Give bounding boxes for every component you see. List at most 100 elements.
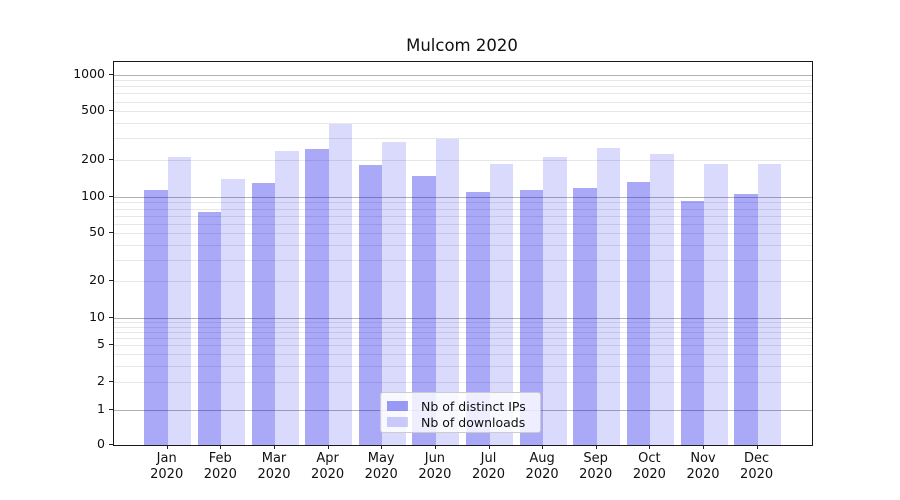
gridline-minor [114, 244, 812, 246]
y-tick-label: 1 [97, 400, 105, 416]
gridline-minor [114, 382, 812, 383]
x-tick-label: Aug 2020 [525, 451, 559, 482]
gridline-major [114, 317, 812, 319]
x-tick-label: Jun 2020 [418, 451, 452, 482]
y-tick-mark [109, 110, 113, 112]
y-tick-label: 100 [81, 187, 105, 203]
y-tick-mark [109, 232, 113, 234]
y-tick-mark [109, 159, 113, 160]
y-tick-mark [109, 316, 113, 318]
bar-distinct-ips-dec [734, 193, 758, 445]
x-tick-mark [595, 445, 597, 449]
x-tick-mark [220, 445, 222, 449]
bar-distinct-ips-sep [573, 188, 597, 445]
legend-row-downloads: Nb of downloads [387, 414, 532, 430]
x-tick-mark [274, 445, 275, 449]
legend-swatch-downloads [387, 417, 408, 427]
x-tick-label: Apr 2020 [311, 451, 345, 482]
bar-distinct-ips-apr [305, 148, 329, 445]
gridline-minor [114, 332, 812, 333]
gridline-minor [114, 138, 812, 140]
y-tick-label: 500 [81, 102, 105, 118]
bar-downloads-may [382, 141, 406, 445]
gridline-minor [114, 123, 812, 125]
x-tick-mark [434, 445, 436, 449]
gridline-minor [114, 345, 812, 347]
x-tick-label: Mar 2020 [257, 451, 291, 482]
x-tick-mark [703, 445, 704, 449]
gridline-minor [114, 321, 812, 323]
x-tick-mark [166, 445, 168, 449]
y-tick-mark [109, 408, 113, 410]
plot-area [113, 61, 813, 446]
y-tick-label: 200 [81, 151, 105, 166]
y-tick-mark [109, 381, 113, 382]
y-tick-label: 5 [97, 336, 105, 352]
gridline-minor [114, 202, 812, 204]
bar-downloads-sep [596, 148, 621, 445]
gridline-major [114, 196, 812, 198]
y-tick-label: 10 [89, 308, 105, 324]
legend-swatch-distinct-ips [387, 401, 408, 411]
bar-distinct-ips-jan [144, 190, 168, 445]
y-tick-label: 1000 [73, 65, 105, 81]
gridline-minor [114, 260, 812, 261]
bar-downloads-dec [757, 163, 782, 445]
bar-downloads-apr [328, 123, 353, 445]
bar-downloads-nov [704, 164, 728, 445]
gridline-minor [114, 365, 812, 367]
x-tick-label: Jul 2020 [471, 451, 506, 482]
x-tick-label: Sep 2020 [579, 451, 613, 482]
x-tick-mark [327, 445, 329, 449]
x-tick-mark [756, 445, 758, 449]
gridline-minor [114, 208, 812, 210]
y-tick-label: 50 [89, 224, 105, 240]
gridline-minor [114, 326, 812, 328]
x-tick-mark [542, 445, 544, 449]
bar-downloads-jan [167, 157, 192, 445]
gridline-minor [114, 223, 812, 225]
bar-downloads-jul [489, 163, 513, 445]
bar-distinct-ips-jul [466, 191, 490, 445]
bar-distinct-ips-jun [412, 175, 436, 445]
legend-row-distinct-ips: Nb of distinct IPs [387, 398, 532, 414]
y-tick-mark [109, 344, 113, 346]
y-tick-mark [109, 280, 113, 282]
x-tick-label: Feb 2020 [203, 451, 237, 482]
bar-downloads-aug [543, 157, 567, 445]
legend-label-distinct-ips: Nb of distinct IPs [421, 398, 526, 414]
gridline-minor [114, 354, 812, 356]
gridline-major [114, 74, 812, 76]
y-tick-label: 2 [97, 373, 105, 388]
bar-downloads-mar [275, 151, 299, 445]
x-tick-label: Nov 2020 [686, 451, 720, 482]
y-tick-mark [109, 73, 113, 75]
legend: Nb of distinct IPs Nb of downloads [380, 392, 541, 433]
gridline-minor [114, 281, 812, 283]
gridline-minor [114, 111, 812, 113]
bar-distinct-ips-oct [626, 181, 651, 445]
gridline-minor [114, 160, 812, 161]
gridline-minor [114, 338, 812, 340]
gridline-minor [114, 233, 812, 235]
legend-label-downloads: Nb of downloads [421, 414, 526, 430]
bar-downloads-oct [650, 154, 674, 445]
bar-distinct-ips-nov [680, 201, 704, 445]
gridline-minor [114, 86, 812, 88]
x-tick-mark [381, 445, 383, 449]
x-tick-mark [649, 445, 651, 449]
y-tick-mark [109, 195, 113, 197]
bar-downloads-jun [435, 139, 460, 445]
gridline-minor [114, 93, 812, 95]
bar-distinct-ips-feb [197, 211, 222, 445]
y-tick-label: 0 [97, 436, 105, 451]
x-tick-mark [488, 445, 490, 449]
gridline-minor [114, 80, 812, 82]
x-tick-label: Jan 2020 [150, 451, 184, 482]
gridline-minor [114, 215, 812, 217]
y-tick-mark [109, 444, 113, 445]
x-tick-label: May 2020 [364, 451, 398, 482]
bar-downloads-feb [221, 178, 245, 445]
y-tick-label: 20 [89, 272, 105, 288]
